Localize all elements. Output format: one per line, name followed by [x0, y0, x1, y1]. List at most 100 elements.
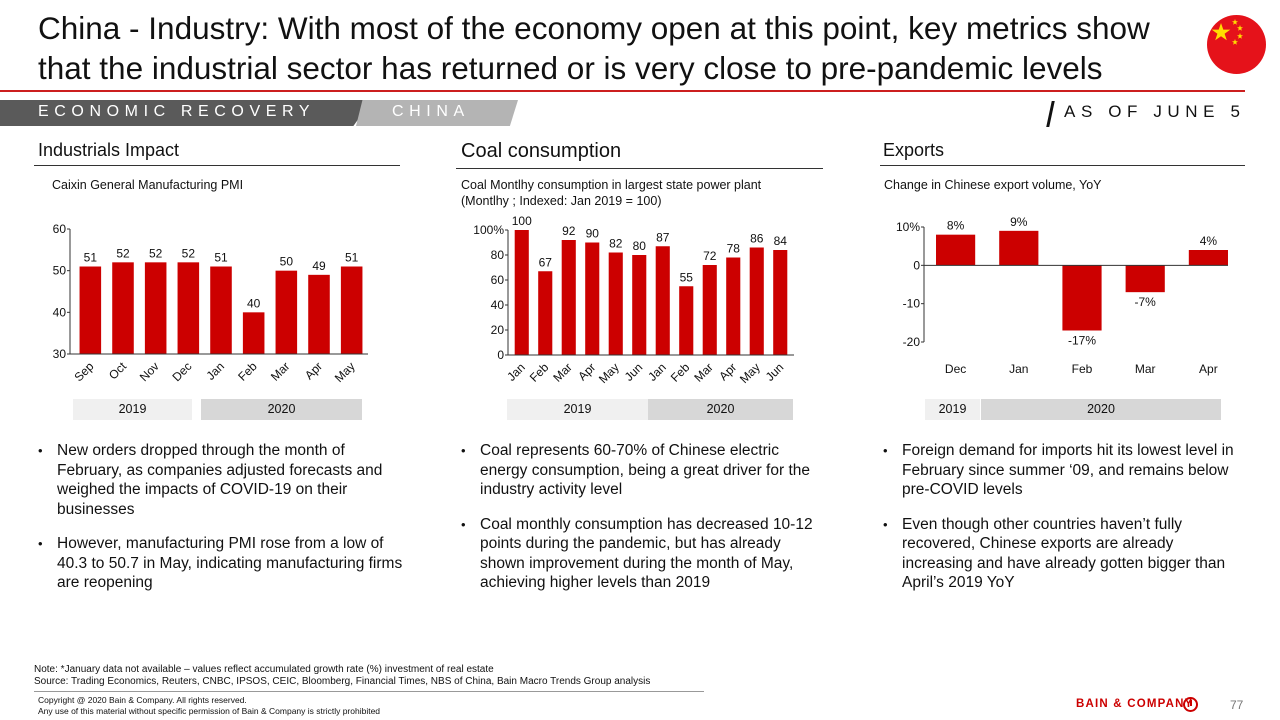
industrials-title: Industrials Impact	[38, 140, 180, 160]
china-flag-icon	[1207, 15, 1266, 74]
data-label: 50	[280, 255, 294, 269]
data-label: 51	[84, 251, 98, 265]
coal-bullets: Coal represents 60-70% of Chinese electr…	[461, 441, 826, 608]
bar	[112, 262, 134, 354]
x-tick-label: Feb	[668, 360, 693, 385]
y-tick-label: 30	[53, 347, 67, 361]
data-label: 82	[609, 237, 623, 251]
bullet-item: New orders dropped through the month of …	[38, 441, 403, 519]
bar	[561, 240, 576, 355]
x-tick-label: Apr	[575, 360, 598, 383]
data-label: 52	[182, 246, 196, 260]
bar	[308, 274, 330, 354]
data-label: 51	[345, 251, 359, 265]
slide-title: China - Industry: With most of the econo…	[38, 10, 1150, 86]
as-of-slash	[1046, 101, 1055, 127]
exports-title: Exports	[883, 140, 945, 160]
exports-subtitle: Change in Chinese export volume, YoY	[884, 178, 1102, 192]
exports-rule	[880, 165, 1245, 166]
as-of-date: AS OF JUNE 5	[1064, 102, 1246, 121]
y-tick-label: -20	[903, 335, 921, 349]
bar	[210, 266, 232, 354]
x-tick-label: May	[596, 360, 622, 386]
footer-divider	[34, 691, 704, 692]
y-tick-label: 80	[491, 248, 505, 262]
copyright-block: Copyright @ 2020 Bain & Company. All rig…	[38, 695, 380, 716]
data-label: 72	[703, 249, 717, 263]
note-text: Note: *January data not available – valu…	[34, 664, 494, 675]
bullet-item: Even though other countries haven’t full…	[883, 515, 1238, 593]
data-label: 87	[656, 230, 670, 244]
page-number: 77	[1230, 698, 1244, 712]
coal-subtitle-line2: (Montlhy ; Indexed: Jan 2019 = 100)	[461, 194, 662, 208]
data-label: 78	[727, 242, 741, 256]
bullet-item: Foreign demand for imports hit its lowes…	[883, 441, 1238, 500]
y-tick-label: 100%	[473, 223, 504, 237]
data-label: 67	[539, 255, 553, 269]
bar	[1188, 250, 1228, 266]
y-tick-label: 20	[491, 323, 505, 337]
y-tick-label: 60	[491, 273, 505, 287]
bar	[773, 250, 788, 355]
y-tick-label: 60	[53, 222, 67, 236]
bullet-item: Coal represents 60-70% of Chinese electr…	[461, 441, 826, 500]
data-label: 80	[633, 239, 647, 253]
data-label: 100	[512, 214, 532, 228]
bullet-item: Coal monthly consumption has decreased 1…	[461, 515, 826, 593]
bain-logo-text: BAIN & COMPANY	[1076, 698, 1194, 710]
bar	[749, 247, 764, 355]
bar	[702, 265, 717, 355]
y-tick-label: 0	[497, 348, 504, 362]
x-tick-label: Feb	[1072, 362, 1093, 376]
bar	[632, 255, 647, 355]
data-label: -7%	[1135, 295, 1157, 309]
x-tick-label: May	[737, 360, 763, 386]
x-tick-label: Jan	[504, 360, 528, 384]
bar	[275, 270, 298, 354]
bar	[144, 262, 167, 354]
data-label: 84	[774, 234, 788, 248]
exports-chart: -20 -10 0 10% 8% Dec 9% Jan -17% Feb -7% Mar 4% Apr	[896, 215, 1228, 376]
data-label: 4%	[1200, 234, 1218, 248]
x-tick-label: Oct	[106, 359, 130, 383]
data-label: 52	[116, 246, 130, 260]
y-tick-label: 50	[53, 264, 67, 278]
x-tick-label: Feb	[235, 359, 260, 384]
bain-logo-icon	[1183, 697, 1198, 712]
data-label: 9%	[1010, 215, 1028, 229]
bar	[585, 242, 600, 355]
bar	[538, 271, 553, 355]
permission-text: Any use of this material without specifi…	[38, 705, 381, 716]
y-tick-label: 0	[913, 258, 920, 272]
bar	[1125, 265, 1165, 293]
bar	[679, 286, 694, 355]
year-label-2019: 2019	[925, 399, 980, 420]
bar	[608, 252, 623, 355]
industrials-rule	[34, 165, 400, 166]
data-label: 52	[149, 246, 163, 260]
country-label: CHINA	[392, 103, 470, 120]
section-banner: ECONOMIC RECOVERY	[0, 100, 372, 126]
x-tick-label: Apr	[302, 359, 325, 382]
x-tick-label: Jan	[1009, 362, 1028, 376]
coal-chart: 0 20 40 60 80 100% 100 Jan 67 Feb 92 Mar 90 Apr 82 May 8…	[473, 214, 794, 386]
x-tick-label: Nov	[137, 359, 162, 384]
x-tick-label: Mar	[1135, 362, 1156, 376]
year-label-2019: 2019	[73, 399, 192, 420]
x-tick-label: Apr	[716, 360, 739, 383]
data-label: 8%	[947, 219, 965, 233]
y-tick-label: 10%	[896, 220, 920, 234]
data-label: 51	[214, 251, 228, 265]
data-label: 86	[750, 232, 764, 246]
industrials-bullets: New orders dropped through the month of …	[38, 441, 403, 608]
data-label: 55	[680, 270, 694, 284]
pmi-chart: 30 40 50 60 51 Sep 52 Oct 52 Nov 52 Dec 51 Jan 40 Feb 50…	[53, 222, 368, 385]
bar	[655, 246, 670, 355]
data-label: 92	[562, 224, 576, 238]
bar	[79, 266, 102, 354]
bullet-item: However, manufacturing PMI rose from a l…	[38, 534, 403, 593]
bar	[177, 262, 200, 354]
year-label-2020: 2020	[201, 399, 362, 420]
data-label: -17%	[1068, 334, 1096, 348]
x-tick-label: Dec	[945, 362, 966, 376]
